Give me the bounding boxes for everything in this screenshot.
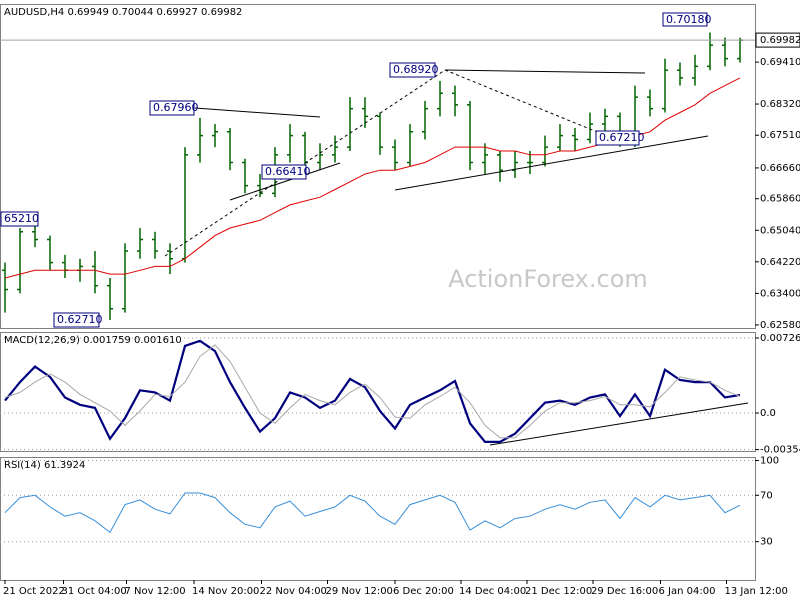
price-box xyxy=(755,32,800,48)
panel-frame xyxy=(0,4,756,329)
y-tick-label: 0.68320 xyxy=(760,99,800,110)
y-tick-label: 0.66660 xyxy=(760,163,800,174)
panel-title: MACD(12,26,9) 0.001759 0.001610 xyxy=(4,335,182,346)
trend-line xyxy=(164,69,446,257)
price-label: 0.69982 xyxy=(760,35,800,46)
y-tick-label: 0.62580 xyxy=(760,320,800,331)
y-tick-label: -0.003542 xyxy=(760,445,800,456)
x-tick-label: 7 Nov 12:00 xyxy=(125,586,186,597)
annotation-box xyxy=(53,312,100,328)
annotation-box xyxy=(261,164,307,180)
trend-line xyxy=(229,162,341,201)
x-tick-label: 29 Dec 16:00 xyxy=(591,586,658,597)
panel-frame xyxy=(0,457,756,581)
y-tick-label: 0.67510 xyxy=(760,130,800,141)
trend-line xyxy=(489,402,749,446)
x-tick-label: 13 Jan 12:00 xyxy=(725,586,788,597)
annotations: 0.70180 0.68920 0.67960 0.66410 0.67210 … xyxy=(0,12,712,328)
y-tick-label: 0.007269 xyxy=(760,333,800,344)
annotation: 0.67960 xyxy=(153,101,199,114)
x-tick-label: 6 Jan 04:00 xyxy=(659,586,716,597)
series-line xyxy=(4,344,741,439)
x-tick-label: 31 Oct 04:00 xyxy=(62,586,127,597)
trend-line xyxy=(194,107,321,118)
watermark: ActionForex.com xyxy=(448,265,648,293)
annotation: 0.68920 xyxy=(393,63,439,76)
y-tick-label: 30 xyxy=(760,537,773,548)
y-tick-label: 100 xyxy=(760,455,779,466)
x-tick-label: 6 Dec 20:00 xyxy=(393,586,454,597)
annotation-box xyxy=(595,130,640,146)
annotation-box xyxy=(662,12,708,27)
y-tick-label: 0.64220 xyxy=(760,257,800,268)
panel-title: RSI(14) 61.3924 xyxy=(4,460,85,471)
series-line xyxy=(4,339,741,443)
panel-title: AUDUSD,H4 0.69949 0.70044 0.69927 0.6998… xyxy=(4,7,242,18)
trend-line xyxy=(444,69,646,74)
annotation-box xyxy=(0,211,39,227)
annotation: 0.66410 xyxy=(265,165,311,178)
annotation: 0.67210 xyxy=(599,131,645,144)
y-tick-label: 0.65040 xyxy=(760,225,800,236)
annotation-box xyxy=(389,62,436,78)
y-tick-label: 0.0 xyxy=(760,408,776,419)
y-tick-label: 0.65860 xyxy=(760,194,800,205)
x-tick-label: 14 Dec 04:00 xyxy=(459,586,526,597)
x-tick-label: 21 Oct 2022 xyxy=(3,586,65,597)
y-tick-label: 70 xyxy=(760,490,773,501)
trend-lines xyxy=(164,69,749,446)
y-tick-label: 0.69410 xyxy=(760,57,800,68)
x-tick-label: 21 Dec 12:00 xyxy=(525,586,592,597)
x-tick-label: 14 Nov 20:00 xyxy=(192,586,259,597)
annotation: 65210 xyxy=(4,212,39,225)
trend-line xyxy=(394,135,709,191)
annotation: 0.70180 xyxy=(666,13,712,26)
y-tick-label: 0.63400 xyxy=(760,288,800,299)
series-line xyxy=(4,492,741,534)
x-tick-label: 29 Nov 12:00 xyxy=(326,586,393,597)
x-tick-label: 22 Nov 04:00 xyxy=(260,586,327,597)
annotation: 0.62710 xyxy=(57,313,103,326)
trend-line xyxy=(444,69,613,139)
annotation-box xyxy=(149,100,195,116)
panel-frame xyxy=(0,332,756,452)
